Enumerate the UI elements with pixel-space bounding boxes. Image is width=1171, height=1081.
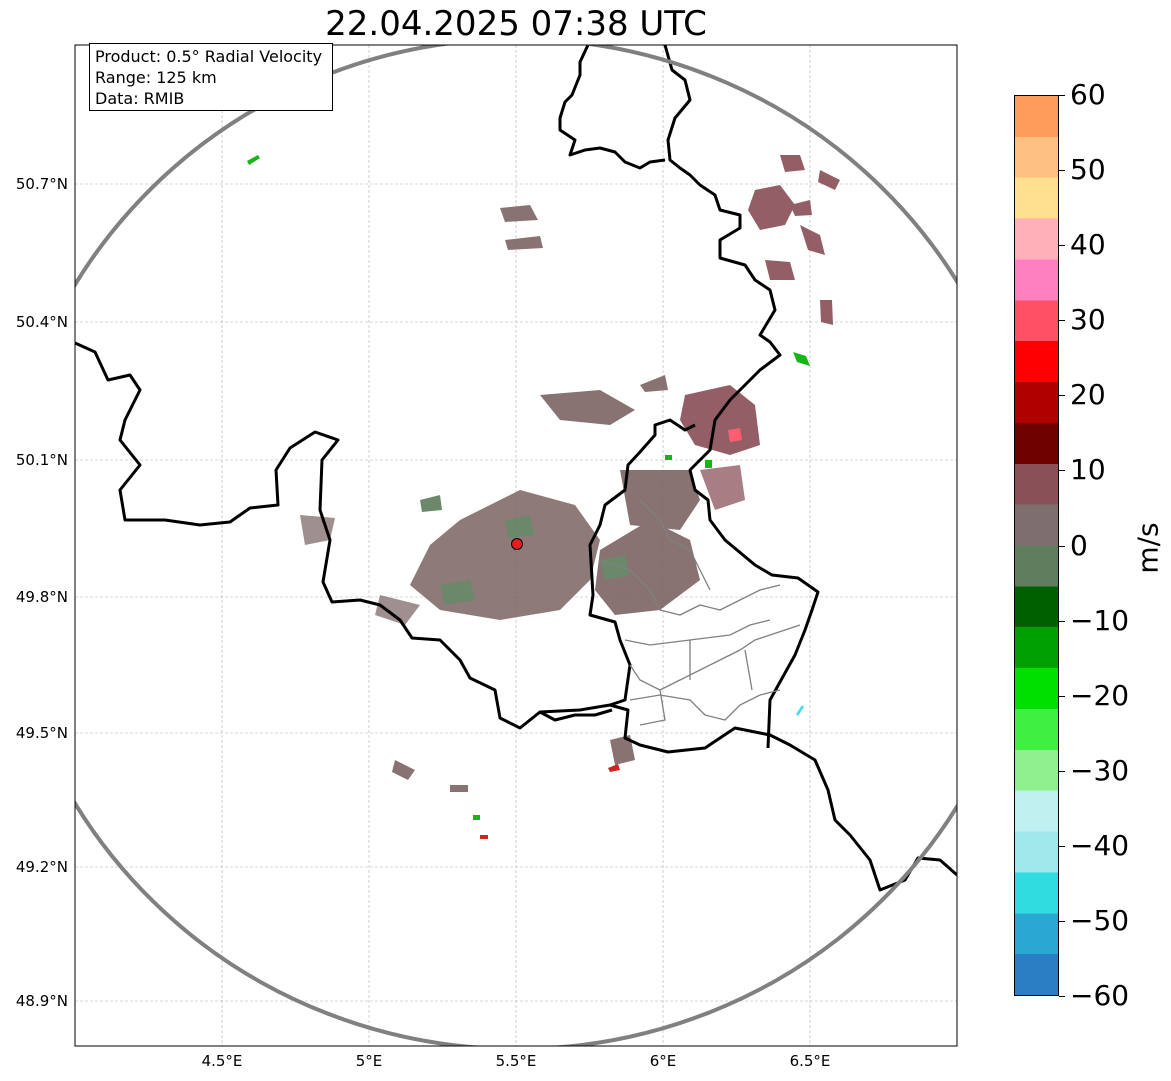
lat-label: 49.8°N bbox=[15, 588, 68, 606]
lat-label: 50.1°N bbox=[15, 451, 68, 469]
colorbar-tick-label: 30 bbox=[1070, 303, 1106, 337]
colorbar-tick-mark bbox=[1059, 996, 1065, 997]
colorbar-tick-label: 0 bbox=[1070, 528, 1088, 562]
colorbar-tick-label: 50 bbox=[1070, 153, 1106, 187]
colorbar-tick-label: −20 bbox=[1070, 678, 1130, 712]
colorbar-tick-mark bbox=[1059, 470, 1065, 472]
country-borders bbox=[75, 45, 957, 892]
colorbar-tick-label: 10 bbox=[1070, 453, 1106, 487]
colorbar-tick-label: 60 bbox=[1070, 78, 1106, 111]
radar-echoes bbox=[247, 155, 840, 839]
colorbar-tick-mark bbox=[1059, 245, 1065, 247]
lat-label: 49.5°N bbox=[15, 724, 68, 742]
product-info-box: Product: 0.5° Radial Velocity Range: 125… bbox=[89, 43, 333, 111]
colorbar-tick-label: −50 bbox=[1070, 903, 1130, 937]
colorbar-tick-mark bbox=[1059, 695, 1065, 697]
lon-label: 6°E bbox=[649, 1052, 677, 1070]
region-borders bbox=[599, 499, 801, 726]
colorbar-tick-mark bbox=[1059, 170, 1065, 172]
colorbar-tick-mark bbox=[1059, 620, 1065, 622]
lat-label: 50.4°N bbox=[15, 313, 68, 331]
lon-label: 5.5°E bbox=[495, 1052, 537, 1070]
radar-site-marker bbox=[511, 538, 523, 550]
velocity-colorbar bbox=[1014, 95, 1059, 996]
lon-label: 4.5°E bbox=[201, 1052, 243, 1070]
colorbar-tick-label: −40 bbox=[1070, 828, 1130, 862]
lat-label: 48.9°N bbox=[15, 992, 68, 1010]
colorbar-tick-mark bbox=[1059, 770, 1065, 772]
data-source-label: Data: RMIB bbox=[95, 89, 185, 108]
lat-label: 49.2°N bbox=[15, 858, 68, 876]
colorbar-tick-label: 40 bbox=[1070, 228, 1106, 262]
colorbar-tick-mark bbox=[1059, 95, 1065, 96]
range-label: Range: 125 km bbox=[95, 68, 217, 87]
colorbar-tick-label: 20 bbox=[1070, 378, 1106, 412]
colorbar-tick-mark bbox=[1059, 320, 1065, 322]
colorbar-tick-mark bbox=[1059, 395, 1065, 397]
colorbar-tick-mark bbox=[1059, 545, 1065, 547]
lon-label: 5°E bbox=[355, 1052, 383, 1070]
colorbar-tick-label: −60 bbox=[1070, 979, 1130, 1012]
colorbar-tick-label: −30 bbox=[1070, 753, 1130, 787]
colorbar-tick-mark bbox=[1059, 845, 1065, 847]
colorbar-unit-label: m/s bbox=[1131, 522, 1165, 574]
colorbar-tick-label: −10 bbox=[1070, 603, 1130, 637]
colorbar-tick-mark bbox=[1059, 920, 1065, 922]
lon-label: 6.5°E bbox=[789, 1052, 831, 1070]
lat-label: 50.7°N bbox=[15, 175, 68, 193]
map-title: 22.04.2025 07:38 UTC bbox=[325, 4, 707, 44]
product-label: Product: 0.5° Radial Velocity bbox=[95, 47, 323, 66]
